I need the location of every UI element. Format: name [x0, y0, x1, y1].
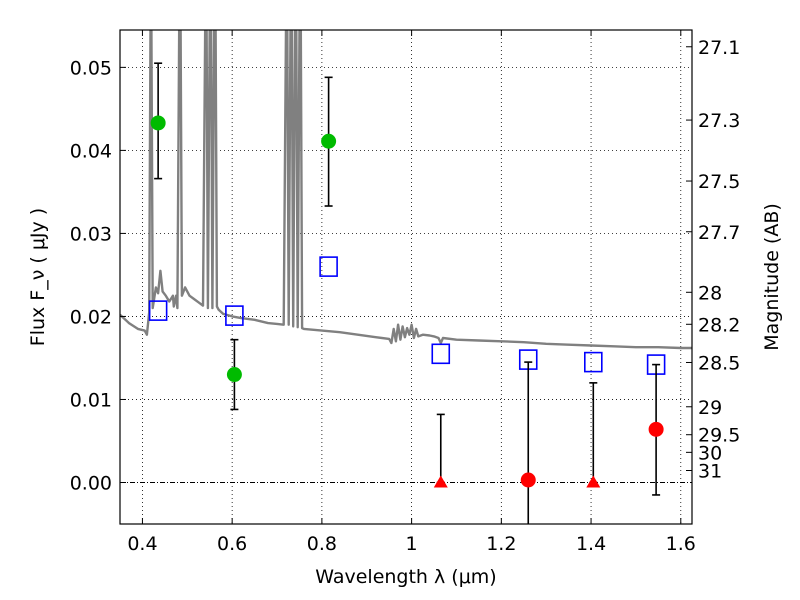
- x-tick-label: 1.4: [576, 533, 606, 555]
- x-tick-label: 1: [406, 533, 418, 555]
- model-point: [225, 305, 244, 326]
- upper-limit-marker: [586, 475, 601, 488]
- flux-point: [321, 133, 337, 149]
- flux-point: [150, 115, 166, 131]
- right-axis-label: Magnitude (AB): [761, 203, 783, 351]
- flux-point: [520, 472, 536, 488]
- right-tick-label: 27.5: [698, 171, 740, 193]
- grid-lines: [120, 30, 692, 524]
- y-tick-label: 0.05: [70, 57, 112, 79]
- y-tick-label: 0.00: [70, 472, 112, 494]
- right-tick-label: 27.1: [698, 37, 740, 59]
- y-tick-label: 0.02: [70, 306, 112, 328]
- right-tick-label: 27.3: [698, 110, 740, 132]
- y-tick-label: 0.04: [70, 140, 112, 162]
- y-axis-label: Flux F_ν ( μJy ): [27, 208, 49, 346]
- detection-layer: [150, 115, 664, 488]
- right-tick-label: 30: [698, 442, 722, 464]
- x-tick-label: 1.2: [486, 533, 516, 555]
- right-tick-label: 29: [698, 397, 722, 419]
- model-point: [148, 300, 168, 321]
- model-spectrum-line: [120, 30, 692, 350]
- model-point: [319, 256, 338, 277]
- flux-point: [226, 367, 242, 383]
- right-tick-label: 29.5: [698, 425, 740, 447]
- model-point: [431, 343, 451, 365]
- x-axis-label: Wavelength λ (μm): [315, 566, 496, 588]
- plot-frame: [119, 29, 693, 525]
- plot-area: [120, 30, 692, 524]
- x-tick-label: 0.4: [127, 533, 157, 555]
- right-tick-label: 28: [698, 282, 722, 304]
- right-tick-label: 28.5: [698, 352, 740, 374]
- upper-limit-marker: [433, 475, 448, 488]
- y-axis-ticks: 0.00 0.01 0.02 0.03 0.04 0.05: [70, 57, 126, 494]
- x-tick-label: 1.6: [666, 533, 696, 555]
- right-tick-label: 28.2: [698, 314, 740, 336]
- model-photometry-layer: [148, 256, 666, 375]
- flux-point: [648, 421, 664, 437]
- x-axis-ticks: 0.4 0.6 0.8 1 1.2 1.4 1.6: [127, 30, 696, 555]
- x-tick-label: 0.6: [217, 533, 247, 555]
- x-tick-label: 0.8: [307, 533, 337, 555]
- non-detection-layer: [433, 475, 601, 488]
- model-point: [584, 351, 603, 373]
- right-tick-label: 31: [698, 460, 722, 482]
- right-tick-label: 27.7: [698, 222, 740, 244]
- model-spectrum-layer: [120, 30, 692, 350]
- y-tick-label: 0.01: [70, 389, 112, 411]
- y-tick-label: 0.03: [70, 223, 112, 245]
